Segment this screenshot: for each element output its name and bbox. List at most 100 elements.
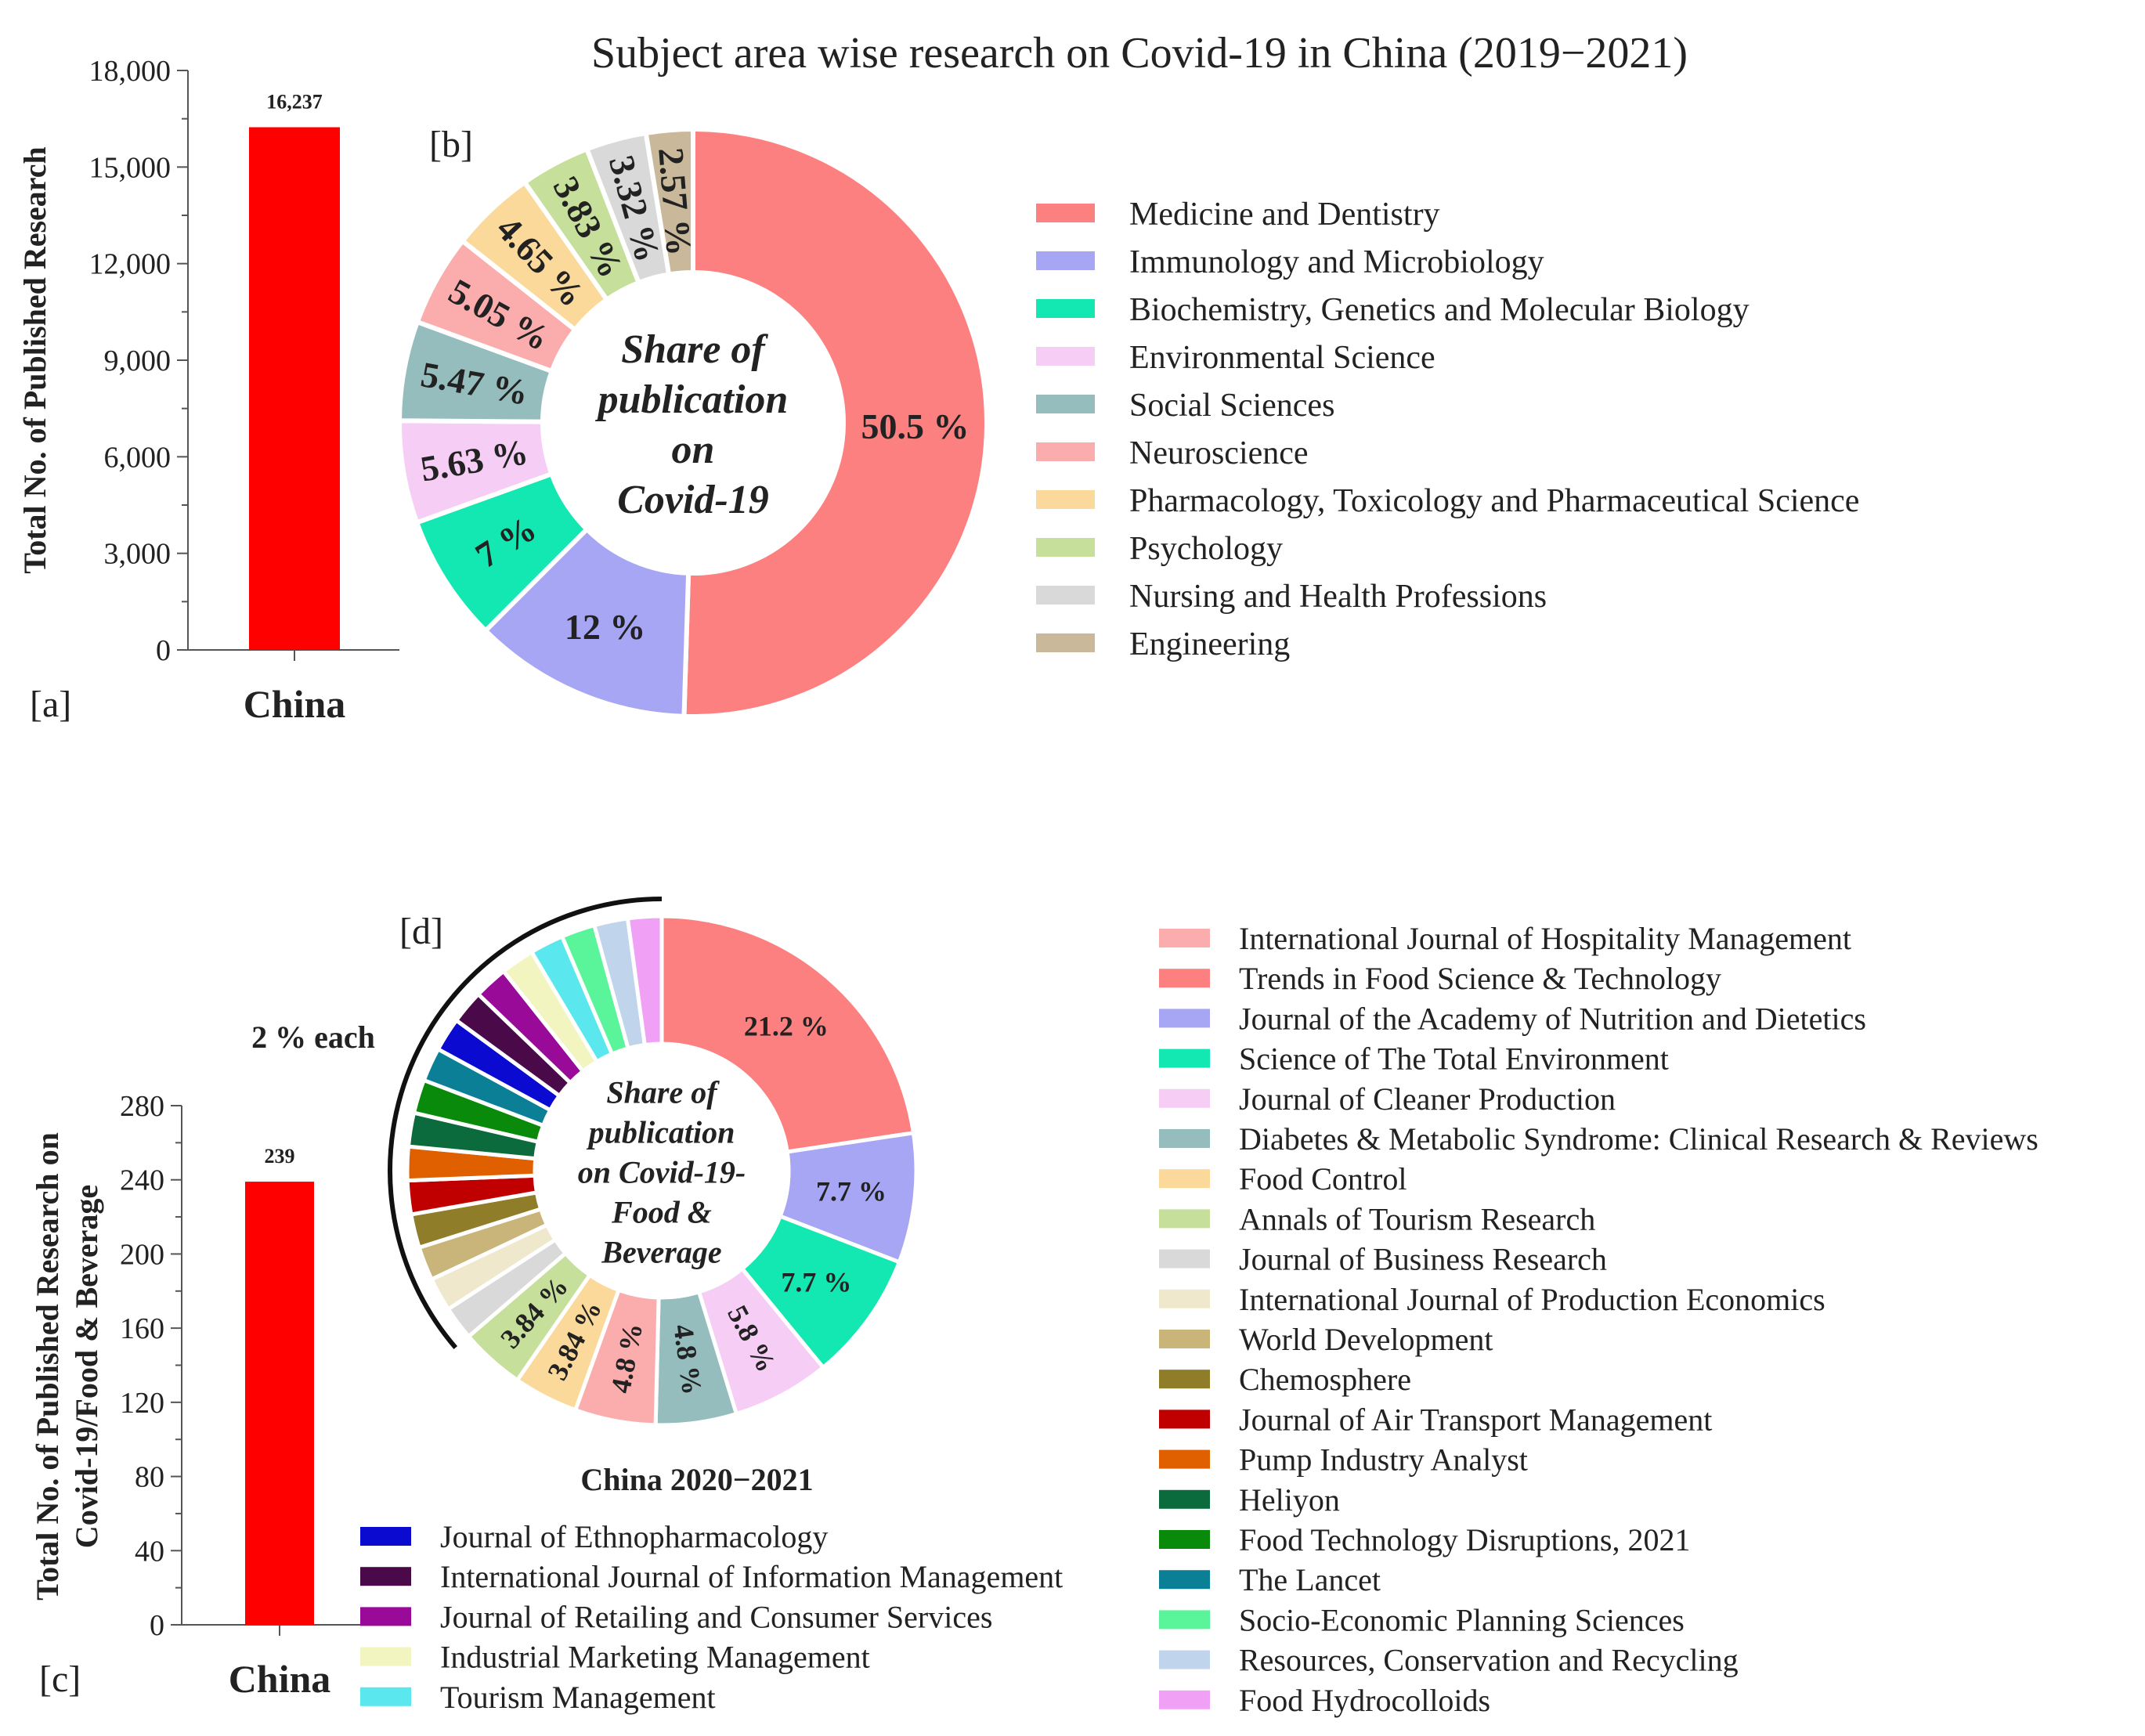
legend-swatch bbox=[1159, 1289, 1210, 1308]
y-tick-label: 80 bbox=[135, 1461, 164, 1494]
legend-label: Resources, Conservation and Recycling bbox=[1239, 1643, 1739, 1678]
y-tick-label: 18,000 bbox=[89, 55, 172, 88]
legend-swatch bbox=[1159, 1088, 1210, 1108]
legend-label: Food Hydrocolloids bbox=[1239, 1683, 1490, 1718]
legend-label: Food Control bbox=[1239, 1161, 1407, 1196]
slice-label: 50.5 % bbox=[861, 406, 969, 446]
center-text-line: Beverage bbox=[601, 1234, 721, 1269]
bar-value-label: 16,237 bbox=[266, 90, 323, 113]
center-text-line: Share of bbox=[621, 327, 768, 372]
legend-swatch bbox=[1036, 538, 1095, 557]
legend-label: International Journal of Information Man… bbox=[440, 1559, 1063, 1594]
legend-swatch bbox=[1159, 969, 1210, 988]
slice-immunology-and-microbiology bbox=[482, 525, 692, 719]
panel-label: [a] bbox=[30, 684, 71, 725]
bracket-note: 2 % each bbox=[251, 1020, 375, 1055]
legend-label: Journal of Cleaner Production bbox=[1239, 1081, 1616, 1117]
y-tick-label: 0 bbox=[150, 1609, 164, 1642]
y-axis-title: Covid-19/Food & Beverage bbox=[69, 1185, 104, 1548]
legend-swatch bbox=[1159, 1129, 1210, 1148]
legend-swatch bbox=[1159, 1650, 1210, 1669]
legend-swatch bbox=[1036, 633, 1095, 652]
legend-swatch bbox=[360, 1687, 411, 1706]
legend-swatch bbox=[1036, 586, 1095, 605]
legend-swatch bbox=[1036, 490, 1095, 509]
legend-swatch bbox=[360, 1527, 411, 1546]
legend-label: Socio-Economic Planning Sciences bbox=[1239, 1602, 1685, 1637]
legend-swatch bbox=[1036, 204, 1095, 222]
legend-label: Industrial Marketing Management bbox=[440, 1640, 870, 1675]
legend-swatch bbox=[1036, 442, 1095, 461]
legend-label: Medicine and Dentistry bbox=[1129, 197, 1440, 233]
legend-label: Social Sciences bbox=[1129, 388, 1334, 424]
y-tick-label: 40 bbox=[135, 1535, 164, 1568]
legend-swatch bbox=[1159, 1449, 1210, 1469]
center-text-line: Food & bbox=[611, 1194, 712, 1229]
legend-label: Journal of the Academy of Nutrition and … bbox=[1239, 1001, 1866, 1036]
legend-label: Environmental Science bbox=[1129, 340, 1435, 376]
legend-swatch bbox=[1159, 1690, 1210, 1709]
slice-label: 7.7 % bbox=[781, 1267, 851, 1298]
legend-label: Diabetes & Metabolic Syndrome: Clinical … bbox=[1239, 1121, 2038, 1157]
legend-label: Pharmacology, Toxicology and Pharmaceuti… bbox=[1129, 483, 1859, 519]
panel-label: [b] bbox=[429, 124, 473, 165]
center-text-line: Covid-19 bbox=[617, 478, 769, 522]
legend-label: Neuroscience bbox=[1129, 435, 1309, 471]
legend-label: Trends in Food Science & Technology bbox=[1239, 961, 1721, 996]
bar-value-label: 239 bbox=[265, 1145, 295, 1168]
legend-swatch bbox=[1159, 1330, 1210, 1348]
panel-label: [c] bbox=[39, 1658, 81, 1700]
legend-label: Journal of Air Transport Management bbox=[1239, 1402, 1712, 1437]
legend-label: International Journal of Production Econ… bbox=[1239, 1282, 1825, 1317]
slice-food-hydrocolloids bbox=[625, 914, 664, 1048]
slice-engineering bbox=[643, 126, 695, 277]
legend-label: Engineering bbox=[1129, 626, 1290, 662]
y-axis-title: Total No. of Published Research on bbox=[30, 1132, 65, 1601]
legend-swatch bbox=[1159, 1249, 1210, 1269]
y-tick-label: 280 bbox=[120, 1090, 164, 1123]
legend-swatch bbox=[1159, 1570, 1210, 1590]
y-tick-label: 6,000 bbox=[104, 441, 172, 474]
legend-swatch bbox=[1036, 395, 1095, 413]
y-tick-label: 9,000 bbox=[104, 345, 172, 377]
slice-label: 2.57 % bbox=[651, 146, 699, 258]
bar-china bbox=[245, 1182, 314, 1625]
panel-b-donut-chart: Subject area wise research on Covid-19 i… bbox=[396, 29, 1859, 719]
legend-label: Biochemistry, Genetics and Molecular Bio… bbox=[1129, 292, 1750, 328]
y-tick-label: 12,000 bbox=[89, 248, 172, 281]
legend-swatch bbox=[1159, 1489, 1210, 1509]
bar-china bbox=[249, 127, 340, 650]
legend-swatch bbox=[1159, 1048, 1210, 1068]
y-tick-label: 160 bbox=[120, 1312, 164, 1345]
y-tick-label: 3,000 bbox=[104, 538, 172, 571]
legend-label: Nursing and Health Professions bbox=[1129, 579, 1547, 615]
legend-swatch bbox=[1036, 251, 1095, 270]
y-tick-label: 120 bbox=[120, 1387, 164, 1420]
slice-label: 12 % bbox=[565, 607, 646, 647]
legend-swatch bbox=[1036, 299, 1095, 318]
bracket-2-percent bbox=[388, 897, 663, 1350]
legend-label: Journal of Ethnopharmacology bbox=[440, 1519, 828, 1554]
legend-label: Tourism Management bbox=[440, 1680, 716, 1715]
legend-swatch bbox=[1159, 929, 1210, 947]
panel-c-bar-chart: 0 40 80 120 160 200 240 280 239 China Total No. of… bbox=[30, 1090, 367, 1701]
center-text-line: on Covid-19- bbox=[578, 1154, 746, 1189]
legend-label: Journal of Retailing and Consumer Servic… bbox=[440, 1599, 992, 1634]
chart-subtitle: China 2020−2021 bbox=[580, 1462, 813, 1497]
legend-label: The Lancet bbox=[1239, 1562, 1381, 1597]
legend-label: Heliyon bbox=[1239, 1482, 1340, 1518]
y-tick-label: 200 bbox=[120, 1238, 164, 1271]
legend-label: International Journal of Hospitality Man… bbox=[1239, 921, 1851, 956]
legend-label: Annals of Tourism Research bbox=[1239, 1201, 1595, 1236]
center-text-line: publication bbox=[587, 1114, 735, 1150]
center-text-line: publication bbox=[595, 377, 789, 422]
slice-label: 7.7 % bbox=[816, 1176, 887, 1207]
panel-a-bar-chart: 0 3,000 6,000 9,000 12,000 15,000 18,000 16,237… bbox=[17, 55, 399, 726]
legend-label: Chemosphere bbox=[1239, 1362, 1411, 1397]
legend-swatch bbox=[1159, 1169, 1210, 1189]
legend-swatch bbox=[1159, 1530, 1210, 1549]
panel-d-donut-chart: 21.2 %7.7 %7.7 %5.8 %4.8 %4.8 %3.84 %3.8… bbox=[251, 897, 2038, 1718]
y-axis-title: Total No. of Published Research bbox=[17, 146, 52, 574]
y-tick-label: 0 bbox=[156, 634, 171, 667]
legend-label: Food Technology Disruptions, 2021 bbox=[1239, 1522, 1690, 1557]
